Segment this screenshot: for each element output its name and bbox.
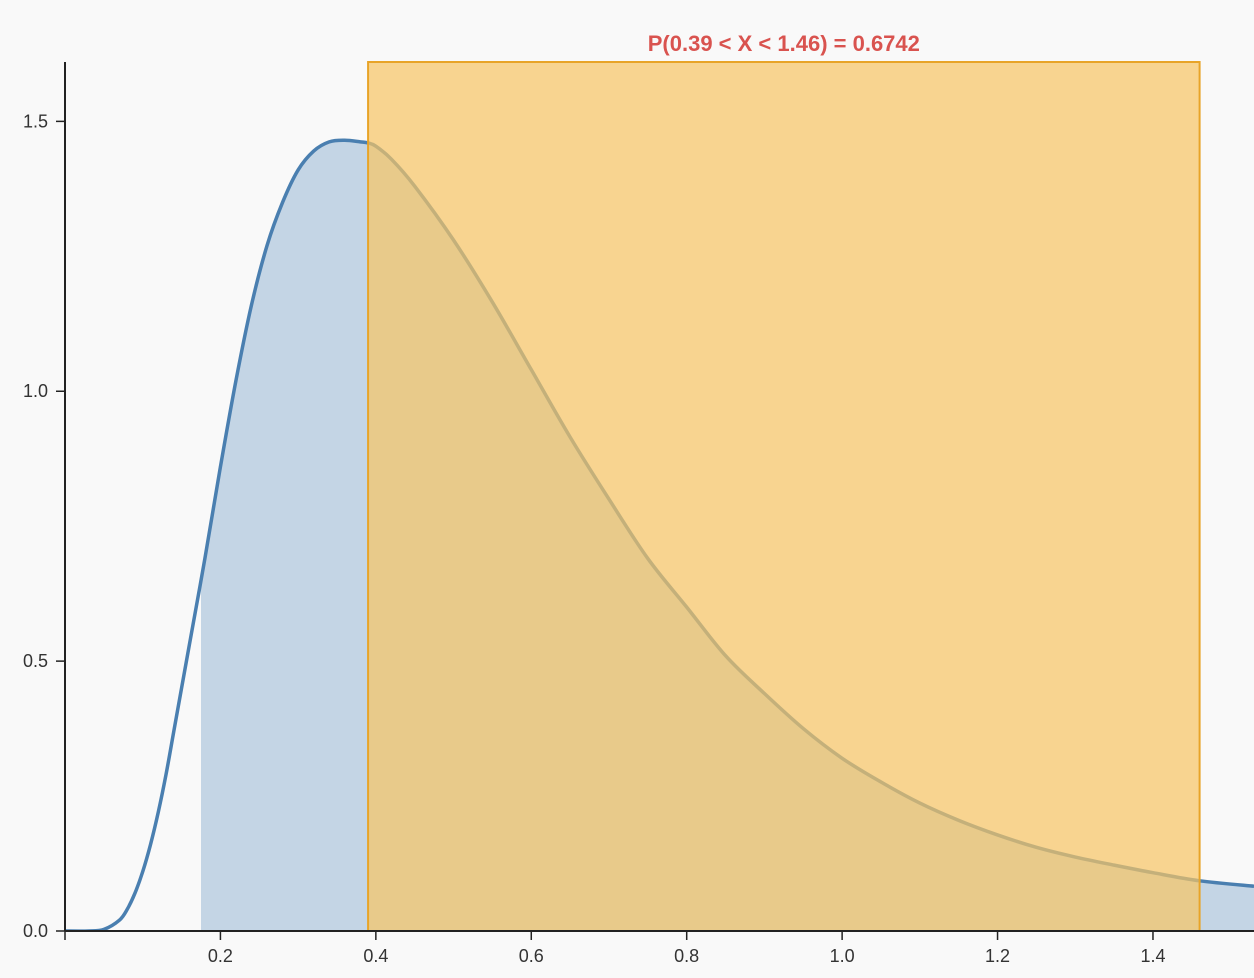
highlight-interval-group (367, 61, 1201, 932)
axes-group: 0.0 0.5 1.0 1.5 0.2 0.4 0.6 0.8 1.0 1.2 1.4 (23, 62, 1254, 966)
highlight-interval-box (367, 61, 1201, 932)
x-tick-label: 0.4 (363, 946, 388, 966)
y-tick-label: 1.5 (23, 111, 48, 131)
x-tick-label: 0.2 (208, 946, 233, 966)
y-tick-label: 0.0 (23, 921, 48, 941)
probability-annotation: P(0.39 < X < 1.46) = 0.6742 (648, 31, 920, 56)
x-tick-label: 1.0 (830, 946, 855, 966)
y-tick-label: 1.0 (23, 381, 48, 401)
x-tick-label: 0.6 (519, 946, 544, 966)
y-tick-label: 0.5 (23, 651, 48, 671)
x-tick-label: 0.8 (674, 946, 699, 966)
x-tick-label: 1.2 (985, 946, 1010, 966)
x-tick-label: 1.4 (1140, 946, 1165, 966)
